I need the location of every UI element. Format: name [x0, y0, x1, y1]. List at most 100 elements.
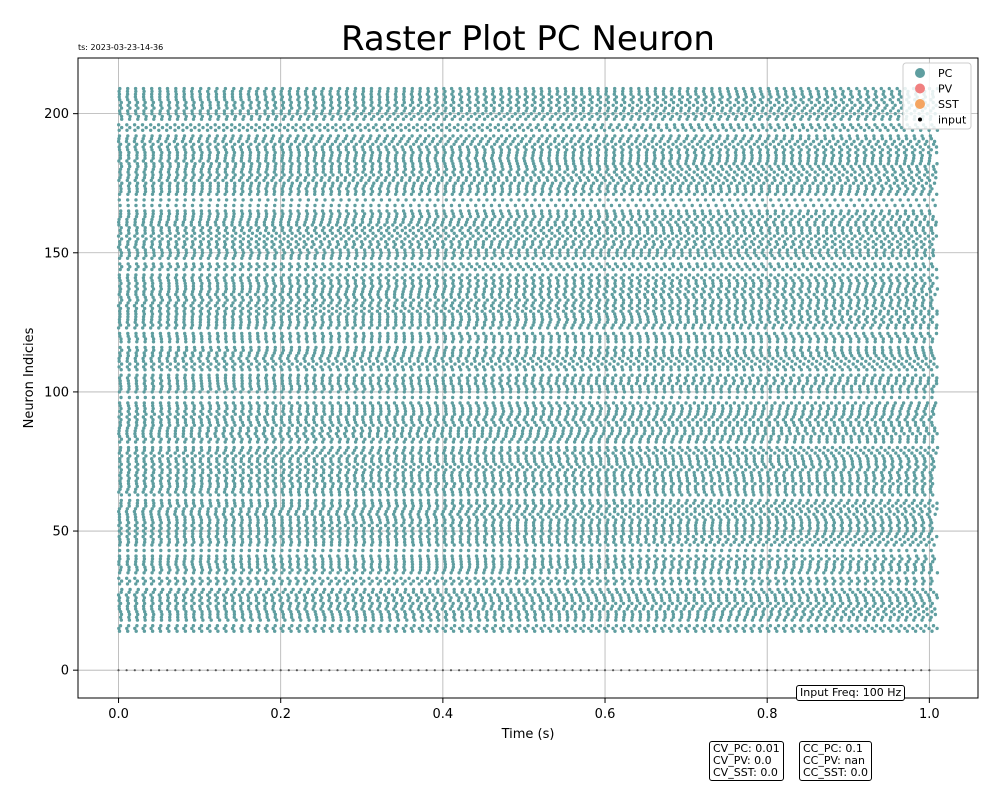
spike-point: [694, 582, 698, 586]
spike-point: [287, 607, 291, 611]
spike-point: [599, 482, 603, 486]
spike-point: [408, 523, 412, 528]
spike-point: [671, 615, 676, 619]
spike-point: [836, 512, 840, 516]
spike-point: [700, 626, 704, 631]
spike-point: [873, 554, 878, 558]
spike-point: [168, 476, 172, 480]
spike-point: [345, 590, 350, 594]
spike-point: [637, 629, 641, 633]
spike-point: [342, 576, 346, 580]
spike-point: [239, 507, 243, 511]
spike-point: [307, 482, 311, 486]
spike-point: [566, 504, 570, 508]
spike-point: [662, 548, 667, 553]
spike-point: [343, 523, 348, 528]
spike-point: [550, 590, 554, 594]
spike-point: [897, 629, 901, 633]
spike-point: [426, 498, 431, 503]
spike-point: [183, 571, 187, 575]
spike-point: [166, 562, 170, 567]
spike-point: [200, 579, 204, 583]
spike-point: [401, 554, 406, 558]
spike-point: [281, 476, 285, 480]
spike-point: [297, 493, 301, 497]
spike-point: [898, 560, 902, 564]
spike-point: [143, 590, 148, 594]
spike-point: [733, 571, 737, 575]
spike-point: [327, 598, 331, 603]
spike-point: [206, 507, 210, 511]
spike-point: [414, 593, 419, 597]
spike-point: [685, 498, 689, 503]
spike-point: [877, 593, 882, 597]
spike-point: [888, 618, 892, 622]
spike-point: [759, 582, 763, 586]
spike-point: [523, 490, 527, 494]
spike-point: [758, 515, 762, 519]
spike-point: [421, 618, 425, 622]
spike-point: [694, 554, 698, 558]
spike-point: [459, 548, 463, 553]
spike-point: [858, 590, 863, 594]
spike-point: [720, 482, 725, 486]
spike-point: [257, 615, 261, 619]
spike-point: [150, 598, 154, 603]
spike-point: [304, 626, 308, 631]
spike-point: [911, 540, 915, 544]
spike-point: [693, 507, 697, 511]
spike-point: [459, 498, 463, 503]
spike-point: [680, 612, 684, 617]
spike-point: [713, 557, 717, 561]
spike-point: [530, 596, 534, 600]
spike-point: [742, 618, 747, 622]
spike-point: [338, 568, 343, 572]
spike-point: [514, 571, 518, 575]
spike-point: [117, 576, 121, 580]
spike-point: [239, 562, 244, 567]
spike-point: [605, 548, 610, 553]
spike-point: [639, 557, 643, 561]
spike-point: [923, 493, 927, 497]
spike-point: [915, 493, 919, 497]
spike-point: [902, 593, 906, 597]
spike-point: [911, 571, 915, 575]
spike-point: [777, 610, 781, 614]
spike-point: [918, 593, 922, 597]
spike-point: [915, 590, 920, 594]
spike-point: [644, 515, 648, 519]
spike-point: [765, 596, 770, 600]
spike-point: [590, 612, 594, 617]
spike-point: [435, 565, 439, 569]
spike-point: [636, 568, 640, 572]
spike-point: [411, 526, 415, 530]
spike-point: [830, 507, 835, 511]
spike-point: [409, 582, 413, 586]
spike-point: [723, 534, 727, 539]
spike-point: [206, 582, 210, 586]
spike-point: [695, 601, 699, 606]
spike-point: [702, 618, 707, 622]
spike-point: [707, 534, 712, 539]
spike-point: [731, 607, 735, 611]
spike-point: [678, 587, 683, 592]
spike-point: [927, 507, 931, 511]
spike-point: [874, 504, 879, 508]
spike-point: [667, 604, 671, 608]
spike-point: [118, 601, 123, 606]
spike-point: [832, 565, 837, 569]
spike-point: [838, 515, 842, 519]
spike-point: [159, 548, 163, 553]
spike-point: [582, 579, 586, 583]
spike-point: [834, 482, 838, 486]
spike-point: [314, 612, 318, 617]
spike-point: [125, 576, 129, 580]
spike-point: [344, 604, 349, 608]
spike-point: [329, 590, 334, 594]
spike-point: [415, 576, 420, 580]
spike-point: [297, 629, 301, 633]
spike-point: [849, 601, 853, 606]
spike-point: [280, 515, 284, 519]
spike-point: [176, 618, 180, 622]
spike-point: [561, 607, 566, 611]
